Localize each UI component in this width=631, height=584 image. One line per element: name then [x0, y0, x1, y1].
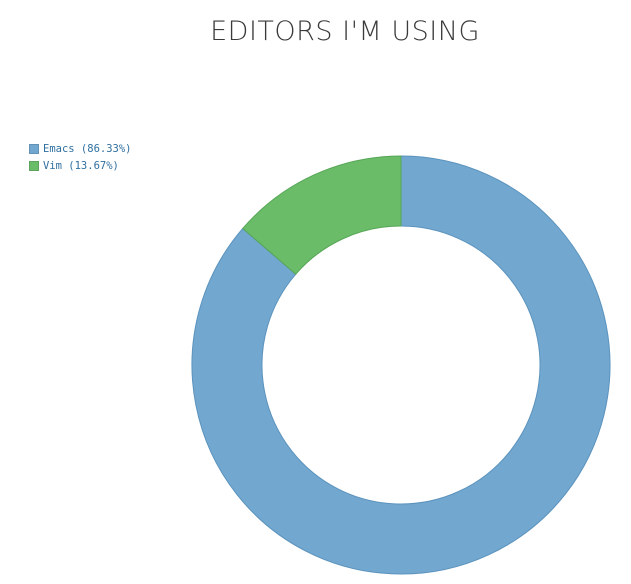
- legend: Emacs (86.33%) Vim (13.67%): [29, 140, 132, 174]
- legend-swatch-emacs: [29, 143, 39, 154]
- legend-item-emacs[interactable]: Emacs (86.33%): [29, 140, 132, 157]
- legend-swatch-vim: [29, 160, 39, 171]
- slice-emacs[interactable]: [191, 155, 611, 575]
- legend-label-vim: Vim (13.67%): [43, 159, 119, 172]
- legend-label-emacs: Emacs (86.33%): [43, 142, 132, 155]
- legend-item-vim[interactable]: Vim (13.67%): [29, 157, 132, 174]
- chart-title: EDITORS I'M USING: [210, 16, 480, 47]
- slice-vim[interactable]: [242, 155, 402, 275]
